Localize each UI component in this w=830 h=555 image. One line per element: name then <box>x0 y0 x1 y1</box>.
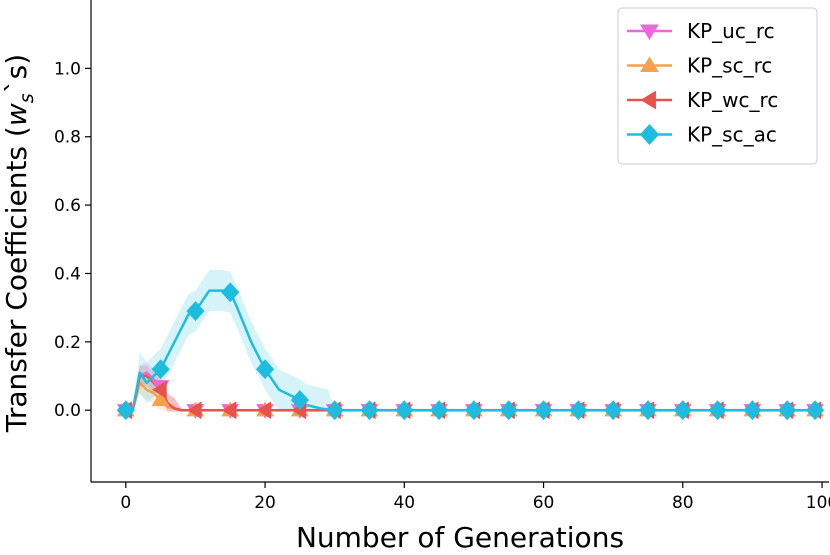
x-tick-label: 40 <box>393 493 415 513</box>
legend-marker-kp-uc-rc <box>640 24 659 41</box>
legend-label-kp-wc-rc: KP_wc_rc <box>687 88 778 112</box>
legend-marker-kp-sc-rc <box>640 56 659 72</box>
marker-kp-sc-ac <box>186 301 205 322</box>
marker-kp-sc-ac <box>430 400 449 421</box>
marker-kp-sc-ac <box>290 390 309 410</box>
legend-label-kp-sc-ac: KP_sc_ac <box>687 123 777 147</box>
y-tick-label: 0.8 <box>54 128 81 148</box>
marker-kp-sc-ac <box>116 400 135 421</box>
marker-kp-wc-rc <box>256 401 272 420</box>
marker-kp-sc-ac <box>805 400 825 421</box>
marker-kp-sc-rc <box>151 391 170 407</box>
marker-kp-sc-ac <box>708 400 727 421</box>
y-tick-label: 0.0 <box>54 401 81 421</box>
y-tick-label: 1.0 <box>54 59 81 79</box>
marker-kp-sc-ac <box>499 400 518 421</box>
marker-kp-sc-ac <box>569 400 588 421</box>
marker-kp-sc-ac <box>395 400 414 421</box>
marker-kp-sc-ac <box>604 400 623 421</box>
x-tick-label: 0 <box>120 493 131 513</box>
y-axis-title: Transfer Coefficients (ws`s) <box>0 54 38 433</box>
marker-kp-sc-ac <box>534 400 553 421</box>
marker-kp-wc-rc <box>221 401 237 420</box>
legend-marker-kp-wc-rc <box>640 90 656 110</box>
legend: KP_uc_rc KP_sc_rc KP_wc_rc KP_sc_ac <box>617 7 818 165</box>
y-tick-label: 0.6 <box>54 196 81 216</box>
legend-label-kp-uc-rc: KP_uc_rc <box>687 19 775 43</box>
marker-kp-sc-ac <box>464 400 484 421</box>
legend-box <box>617 7 818 165</box>
marker-kp-sc-ac <box>360 400 379 421</box>
marker-kp-sc-ac <box>778 400 797 421</box>
x-axis-title: Number of Generations <box>296 521 624 554</box>
marker-kp-sc-ac <box>743 400 762 421</box>
x-tick-label: 60 <box>533 493 555 513</box>
marker-kp-wc-rc <box>152 380 167 399</box>
legend-marker-kp-sc-ac <box>639 123 660 146</box>
y-tick-label: 0.2 <box>54 333 81 353</box>
legend-label-kp-sc-rc: KP_sc_rc <box>687 54 772 78</box>
marker-kp-sc-ac <box>325 400 344 421</box>
x-tick-label: 20 <box>254 493 276 513</box>
line-kp-sc-ac <box>125 289 816 412</box>
marker-kp-wc-rc <box>186 401 202 420</box>
marker-kp-sc-ac <box>221 282 240 303</box>
x-tick-label: 100 <box>806 493 830 513</box>
y-tick-label: 0.4 <box>54 264 81 284</box>
marker-kp-sc-ac <box>151 359 170 380</box>
marker-kp-sc-ac <box>255 359 275 380</box>
x-tick-label: 80 <box>672 493 694 513</box>
marker-kp-sc-ac <box>673 400 692 421</box>
marker-kp-sc-ac <box>638 400 658 421</box>
